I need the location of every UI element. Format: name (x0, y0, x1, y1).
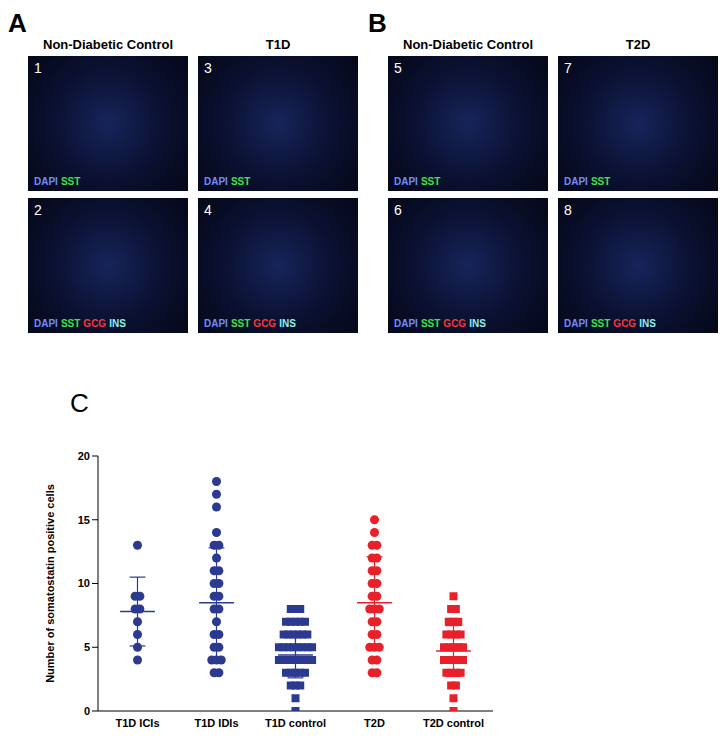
html-text:DAPI SST: DAPI SST (394, 176, 441, 187)
html-text:DAPI SST: DAPI SST (34, 176, 81, 187)
svg-text:T1D ICIs: T1D ICIs (115, 717, 159, 729)
svg-text:5: 5 (84, 641, 90, 653)
html-text:4: 4 (204, 202, 212, 218)
html-text:DAPI SST: DAPI SST (204, 176, 251, 187)
html-text:A: A (8, 8, 27, 38)
html-text:3: 3 (204, 60, 212, 76)
html-text:5: 5 (394, 60, 402, 76)
svg-text:15: 15 (78, 514, 90, 526)
svg-text:T2D: T2D (364, 717, 385, 729)
html-text:7: 7 (564, 60, 572, 76)
html-text:8: 8 (564, 202, 572, 218)
html-text:DAPI SST GCG INS: DAPI SST GCG INS (564, 318, 656, 329)
html-text:DAPI SST: DAPI SST (564, 176, 611, 187)
svg-text:20: 20 (78, 450, 90, 462)
svg-text:T2D control: T2D control (423, 717, 484, 729)
html-text:6: 6 (394, 202, 402, 218)
svg-text:T1D IDIs: T1D IDIs (194, 717, 238, 729)
svg-text:10: 10 (78, 577, 90, 589)
html-text:DAPI SST GCG INS: DAPI SST GCG INS (204, 318, 296, 329)
html-text:T1D: T1D (265, 37, 291, 52)
html-text:T2D: T2D (625, 37, 651, 52)
html-text:Non-Diabetic Control: Non-Diabetic Control (403, 37, 533, 52)
html-text:C: C (70, 388, 89, 418)
html-text:DAPI SST GCG INS: DAPI SST GCG INS (34, 318, 126, 329)
svg-text:0: 0 (84, 705, 90, 717)
html-text:2: 2 (34, 202, 42, 218)
html-text:B: B (368, 8, 387, 38)
svg-text:T1D control: T1D control (265, 717, 326, 729)
html-text:1: 1 (34, 60, 42, 76)
html-text:Non-Diabetic Control: Non-Diabetic Control (43, 37, 173, 52)
svg-text:Number of somatostatin positiv: Number of somatostatin positive cells (44, 484, 56, 683)
html-text:DAPI SST GCG INS: DAPI SST GCG INS (394, 318, 486, 329)
